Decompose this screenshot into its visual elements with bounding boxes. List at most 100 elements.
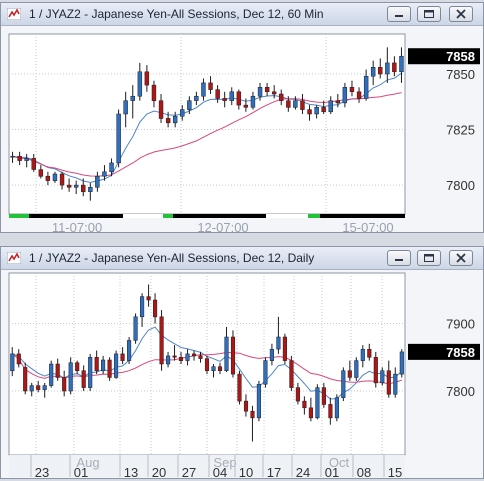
candle bbox=[250, 91, 256, 110]
candle bbox=[81, 178, 86, 197]
candle-body-down bbox=[36, 385, 41, 390]
title-bar[interactable]: 1 / JYAZ2 - Japanese Yen-All Sessions, D… bbox=[1, 3, 483, 26]
close-button[interactable] bbox=[449, 250, 473, 266]
candle bbox=[282, 333, 287, 364]
candle bbox=[315, 384, 320, 420]
candle bbox=[109, 158, 114, 177]
candle-body-down bbox=[159, 316, 164, 365]
candle bbox=[42, 382, 47, 398]
candle bbox=[271, 85, 277, 99]
candle-body-down bbox=[165, 118, 171, 124]
candle-body-up bbox=[250, 95, 256, 108]
candle bbox=[370, 60, 376, 86]
candle-body-down bbox=[349, 87, 355, 92]
candle bbox=[385, 47, 390, 83]
candle-body-down bbox=[289, 360, 294, 388]
candle bbox=[243, 98, 249, 112]
window-title: 1 / JYAZ2 - Japanese Yen-All Sessions, D… bbox=[29, 251, 315, 265]
candle bbox=[94, 350, 99, 375]
candle-body-up bbox=[370, 67, 376, 77]
candle-body-down bbox=[286, 100, 291, 108]
candle-body-down bbox=[75, 362, 80, 372]
candle-body-down bbox=[373, 357, 378, 384]
x-tick-label: 27 bbox=[182, 465, 196, 478]
chart-window-daily[interactable]: 1 / JYAZ2 - Japanese Yen-All Sessions, D… bbox=[0, 246, 484, 479]
candle bbox=[360, 345, 365, 368]
candle bbox=[321, 100, 326, 114]
minimize-button[interactable] bbox=[387, 6, 411, 22]
candle bbox=[399, 47, 404, 83]
candle bbox=[102, 165, 107, 181]
candle-body-down bbox=[308, 407, 313, 419]
candle-body-up bbox=[334, 397, 339, 419]
candle-body-up bbox=[399, 351, 404, 375]
maximize-button[interactable] bbox=[417, 250, 441, 266]
session-marker bbox=[9, 214, 29, 218]
candle-body-up bbox=[293, 100, 298, 108]
session-gap bbox=[266, 214, 308, 218]
candle bbox=[31, 154, 36, 172]
candle bbox=[159, 310, 164, 371]
candle-body-up bbox=[363, 75, 369, 99]
chart-window-60min[interactable]: 1 / JYAZ2 - Japanese Yen-All Sessions, D… bbox=[0, 2, 484, 233]
candle bbox=[342, 82, 348, 108]
candle bbox=[36, 380, 41, 393]
candle-body-up bbox=[257, 87, 263, 97]
title-bar[interactable]: 1 / JYAZ2 - Japanese Yen-All Sessions, D… bbox=[1, 247, 483, 270]
month-label: Oct bbox=[329, 455, 350, 470]
candle bbox=[257, 82, 263, 101]
x-tick-label: 20 bbox=[152, 465, 166, 478]
candle bbox=[229, 87, 234, 106]
candle-body-down bbox=[321, 387, 326, 405]
candle bbox=[107, 357, 112, 381]
candle-body-up bbox=[211, 366, 216, 371]
moving-average-line bbox=[12, 72, 402, 183]
minimize-button[interactable] bbox=[387, 250, 411, 266]
candle bbox=[386, 360, 391, 398]
candle-body-down bbox=[45, 175, 51, 181]
price-chart-daily[interactable]: 7800 7900 7858 Aug Sep Oct 23 01 13 20 27 04 10 17 24 0… bbox=[1, 270, 483, 478]
x-tick-label: 24 bbox=[296, 465, 310, 478]
month-label: Aug bbox=[76, 455, 99, 470]
candle bbox=[75, 360, 80, 375]
candle-body-up bbox=[194, 95, 199, 101]
close-button[interactable] bbox=[449, 6, 473, 22]
candle bbox=[276, 316, 281, 354]
candle bbox=[62, 370, 67, 397]
maximize-button[interactable] bbox=[417, 6, 441, 22]
candle-body-down bbox=[172, 355, 177, 358]
candle bbox=[140, 293, 145, 327]
price-chart-60min[interactable]: 7800 7825 7850 7858 11-07:00 12-07:00 15-07:00 bbox=[1, 26, 483, 232]
candle-body-up bbox=[399, 55, 404, 73]
candle-body-up bbox=[166, 355, 171, 365]
candle-body-down bbox=[94, 357, 99, 372]
candle bbox=[81, 365, 86, 391]
candle-body-up bbox=[52, 173, 58, 181]
candle-body-up bbox=[180, 109, 185, 117]
candle-body-down bbox=[120, 353, 125, 361]
time-axis-band bbox=[9, 455, 405, 477]
candle bbox=[308, 397, 313, 422]
candle-body-down bbox=[16, 353, 21, 365]
candle-body-up bbox=[269, 348, 274, 361]
candle-body-up bbox=[276, 336, 281, 350]
candle bbox=[289, 355, 294, 391]
candle-body-down bbox=[55, 363, 60, 378]
candle-body-up bbox=[130, 95, 135, 101]
candle-body-up bbox=[315, 387, 320, 419]
candle bbox=[217, 362, 223, 375]
candle-body-up bbox=[172, 115, 178, 124]
candle bbox=[341, 367, 346, 402]
candle-body-down bbox=[146, 296, 151, 301]
candle bbox=[269, 343, 274, 366]
candle bbox=[146, 284, 151, 307]
candle-body-up bbox=[29, 385, 34, 392]
candle bbox=[29, 382, 34, 397]
x-tick-label: 08 bbox=[357, 465, 371, 478]
candle-body-down bbox=[62, 377, 67, 392]
candle-body-down bbox=[307, 109, 312, 115]
candle bbox=[88, 182, 93, 201]
candle-body-up bbox=[328, 100, 333, 113]
candle-body-down bbox=[295, 387, 300, 402]
candle-body-down bbox=[250, 410, 255, 419]
